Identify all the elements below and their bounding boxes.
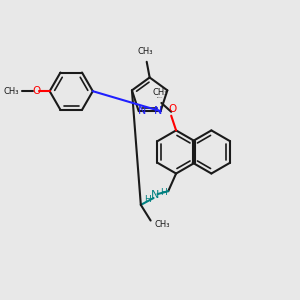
Text: CH₃: CH₃: [4, 87, 19, 96]
Text: H: H: [144, 194, 151, 203]
Text: CH₃: CH₃: [138, 47, 154, 56]
Text: H: H: [160, 188, 167, 196]
Text: O: O: [168, 104, 176, 114]
Text: CH₃: CH₃: [154, 220, 170, 229]
Text: methoxy: methoxy: [157, 97, 164, 98]
Text: N: N: [151, 190, 160, 200]
Text: CH₃: CH₃: [153, 88, 168, 97]
Text: N: N: [137, 106, 146, 116]
Text: N: N: [154, 106, 162, 116]
Text: O: O: [33, 86, 41, 96]
